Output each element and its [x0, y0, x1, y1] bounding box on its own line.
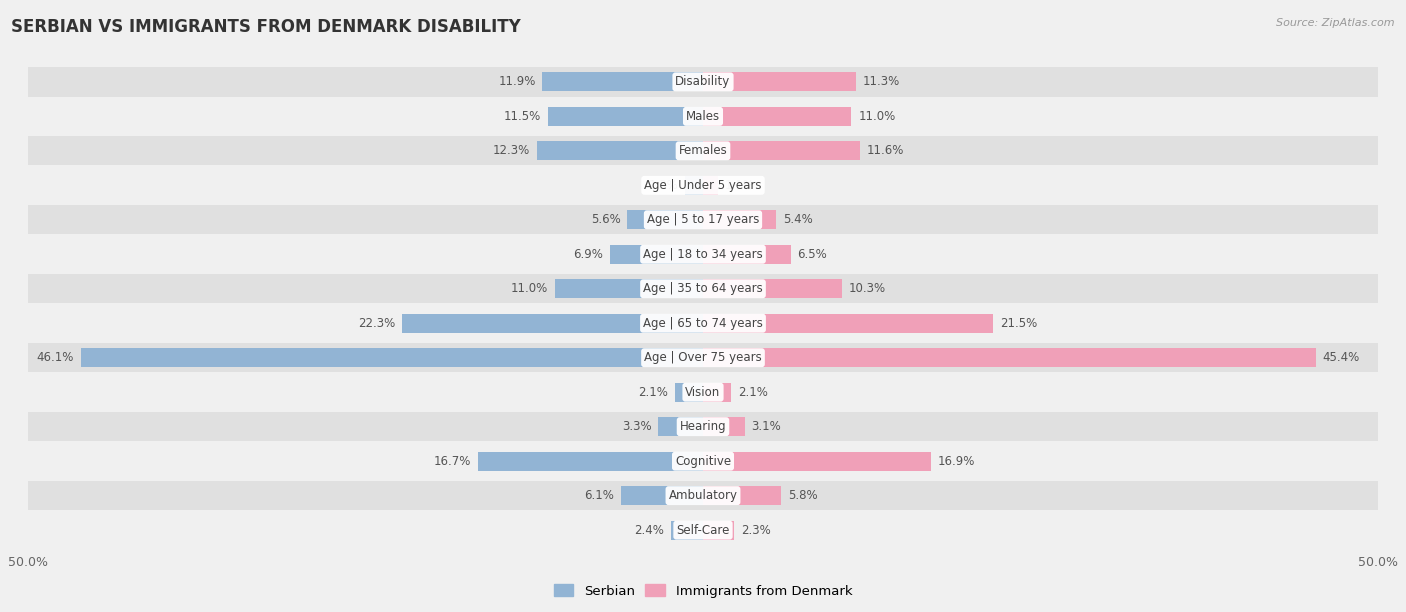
Text: Disability: Disability	[675, 75, 731, 88]
Text: Age | 5 to 17 years: Age | 5 to 17 years	[647, 214, 759, 226]
Bar	[703, 107, 852, 126]
Bar	[478, 452, 703, 471]
Text: Age | 65 to 74 years: Age | 65 to 74 years	[643, 317, 763, 330]
Text: 2.1%: 2.1%	[638, 386, 668, 398]
Text: 2.1%: 2.1%	[738, 386, 768, 398]
Text: 2.4%: 2.4%	[634, 524, 664, 537]
Legend: Serbian, Immigrants from Denmark: Serbian, Immigrants from Denmark	[548, 579, 858, 603]
Bar	[703, 72, 855, 91]
Text: Cognitive: Cognitive	[675, 455, 731, 468]
Bar	[28, 274, 1378, 304]
Text: Females: Females	[679, 144, 727, 157]
Bar	[703, 141, 859, 160]
Text: Age | 35 to 64 years: Age | 35 to 64 years	[643, 282, 763, 295]
Text: 11.0%: 11.0%	[510, 282, 548, 295]
Bar	[703, 314, 993, 333]
Text: 22.3%: 22.3%	[359, 317, 395, 330]
Text: Age | 18 to 34 years: Age | 18 to 34 years	[643, 248, 763, 261]
Bar	[627, 211, 703, 230]
Text: 11.3%: 11.3%	[862, 75, 900, 88]
Text: 1.3%: 1.3%	[650, 179, 679, 192]
Bar	[28, 102, 1378, 131]
Bar	[28, 67, 1378, 97]
Bar	[28, 205, 1378, 234]
Bar	[703, 382, 731, 401]
Text: 11.6%: 11.6%	[866, 144, 904, 157]
Bar	[703, 417, 745, 436]
Text: 5.4%: 5.4%	[783, 214, 813, 226]
Bar	[28, 515, 1378, 545]
Bar	[554, 279, 703, 298]
Text: 11.5%: 11.5%	[503, 110, 541, 123]
Text: 16.9%: 16.9%	[938, 455, 976, 468]
Text: 10.3%: 10.3%	[849, 282, 886, 295]
Bar	[28, 343, 1378, 372]
Text: 3.3%: 3.3%	[621, 420, 652, 433]
Bar	[28, 447, 1378, 476]
Text: 5.6%: 5.6%	[591, 214, 620, 226]
Text: Ambulatory: Ambulatory	[668, 489, 738, 502]
Bar	[28, 136, 1378, 165]
Bar	[28, 171, 1378, 200]
Bar	[675, 382, 703, 401]
Bar	[703, 348, 1316, 367]
Bar	[703, 245, 790, 264]
Text: 11.9%: 11.9%	[498, 75, 536, 88]
Text: Males: Males	[686, 110, 720, 123]
Bar	[402, 314, 703, 333]
Bar	[543, 72, 703, 91]
Text: Source: ZipAtlas.com: Source: ZipAtlas.com	[1277, 18, 1395, 28]
Bar	[548, 107, 703, 126]
Bar	[703, 176, 718, 195]
Text: 12.3%: 12.3%	[494, 144, 530, 157]
Bar	[537, 141, 703, 160]
Bar	[80, 348, 703, 367]
Text: 6.1%: 6.1%	[583, 489, 614, 502]
Bar	[610, 245, 703, 264]
Text: 3.1%: 3.1%	[752, 420, 782, 433]
Bar	[28, 308, 1378, 338]
Text: Age | Over 75 years: Age | Over 75 years	[644, 351, 762, 364]
Text: 1.1%: 1.1%	[724, 179, 755, 192]
Text: Vision: Vision	[685, 386, 721, 398]
Bar	[620, 486, 703, 505]
Bar	[703, 521, 734, 540]
Bar	[28, 378, 1378, 407]
Text: SERBIAN VS IMMIGRANTS FROM DENMARK DISABILITY: SERBIAN VS IMMIGRANTS FROM DENMARK DISAB…	[11, 18, 522, 36]
Text: 2.3%: 2.3%	[741, 524, 770, 537]
Text: 11.0%: 11.0%	[858, 110, 896, 123]
Bar	[703, 211, 776, 230]
Text: 45.4%: 45.4%	[1323, 351, 1360, 364]
Text: Self-Care: Self-Care	[676, 524, 730, 537]
Bar	[28, 412, 1378, 441]
Text: Hearing: Hearing	[679, 420, 727, 433]
Bar	[28, 481, 1378, 510]
Bar	[703, 279, 842, 298]
Text: 46.1%: 46.1%	[37, 351, 75, 364]
Text: 21.5%: 21.5%	[1000, 317, 1038, 330]
Bar	[671, 521, 703, 540]
Text: 5.8%: 5.8%	[787, 489, 818, 502]
Bar	[658, 417, 703, 436]
Bar	[686, 176, 703, 195]
Bar	[703, 486, 782, 505]
Text: Age | Under 5 years: Age | Under 5 years	[644, 179, 762, 192]
Bar	[28, 240, 1378, 269]
Bar	[703, 452, 931, 471]
Text: 6.5%: 6.5%	[797, 248, 827, 261]
Text: 16.7%: 16.7%	[433, 455, 471, 468]
Text: 6.9%: 6.9%	[574, 248, 603, 261]
